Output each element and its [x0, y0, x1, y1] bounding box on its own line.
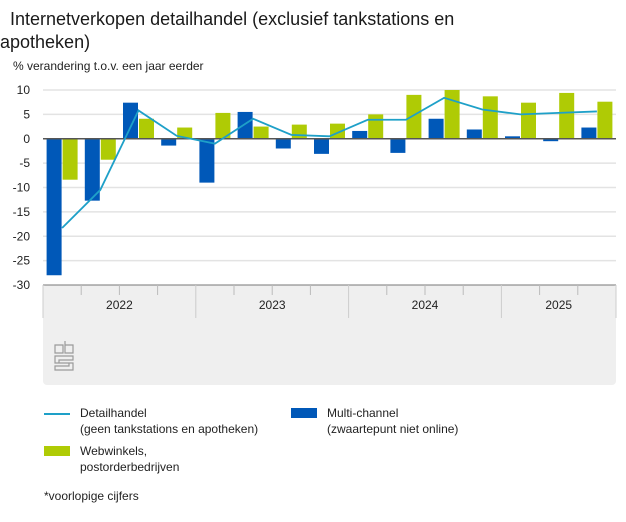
legend-sublabel: postorderbedrijven — [80, 460, 180, 474]
y-tick-label: -25 — [13, 254, 31, 268]
legend-sublabel: (zwaartepunt niet online) — [327, 422, 459, 436]
cbs-logo-icon — [54, 341, 74, 371]
legend-item-detailhandel[interactable]: Detailhandel (geen tankstations en apoth… — [44, 405, 258, 437]
chart-title: Internetverkopen detailhandel (exclusief… — [0, 9, 455, 52]
y-tick-label: -15 — [13, 205, 31, 219]
y-tick-label: 0 — [23, 132, 30, 146]
y-tick-label: -5 — [19, 156, 30, 170]
bar-webwinkels — [597, 101, 613, 139]
y-axis-label: % verandering t.o.v. een jaar eerder — [13, 59, 204, 73]
bar-webwinkels — [177, 127, 193, 139]
y-tick-label: -10 — [13, 181, 31, 195]
legend-item-multi-channel[interactable]: Multi-channel (zwaartepunt niet online) — [291, 405, 458, 437]
bar-multi-channel — [428, 118, 444, 139]
x-year-label: 2023 — [259, 298, 286, 312]
green-swatch-icon — [44, 446, 70, 456]
bar-multi-channel — [581, 127, 597, 139]
bar-webwinkels — [482, 96, 498, 139]
bar-multi-channel — [161, 138, 177, 146]
blue-swatch-icon — [291, 408, 317, 418]
y-tick-label: 10 — [17, 83, 31, 97]
bar-multi-channel — [314, 138, 329, 154]
bar-multi-channel — [505, 136, 520, 139]
bar-webwinkels — [139, 118, 154, 139]
bar-multi-channel — [123, 102, 138, 139]
gridlines — [43, 89, 616, 262]
line-series — [61, 96, 597, 229]
line-swatch-icon — [44, 413, 70, 415]
x-year-label: 2024 — [412, 298, 439, 312]
chart-canvas: 2022 2023 2024 2025 10 5 0 -5 -10 -15 -20 -25 -30 — [13, 83, 617, 385]
legend-label: Webwinkels, — [80, 444, 148, 458]
y-tick-label: 5 — [23, 107, 30, 121]
y-axis-ticks: 10 5 0 -5 -10 -15 -20 -25 -30 — [13, 83, 31, 292]
bar-multi-channel — [46, 138, 62, 276]
bar-multi-channel — [543, 138, 559, 142]
bar-webwinkels — [521, 102, 536, 139]
footnote: *voorlopige cijfers — [44, 489, 139, 503]
x-axis: 2022 2023 2024 2025 — [42, 284, 617, 318]
bar-multi-channel — [466, 129, 482, 139]
bar-webwinkels — [253, 126, 269, 139]
bar-webwinkels — [406, 94, 422, 139]
legend-label: Multi-channel — [327, 406, 399, 420]
bar-multi-channel — [84, 138, 100, 201]
y-tick-label: -20 — [13, 229, 31, 243]
bar-webwinkels — [62, 138, 78, 180]
bar-multi-channel — [237, 111, 253, 139]
bar-webwinkels — [100, 138, 116, 160]
bar-multi-channel — [390, 138, 406, 153]
bar-multi-channel — [352, 130, 368, 139]
x-year-label: 2025 — [545, 298, 572, 312]
bar-webwinkels — [444, 90, 460, 139]
bar-multi-channel — [199, 138, 215, 183]
bars — [46, 90, 613, 276]
bar-webwinkels — [368, 114, 384, 139]
legend-label: Detailhandel — [80, 406, 147, 420]
bar-webwinkels — [291, 124, 307, 139]
x-year-label: 2022 — [106, 298, 133, 312]
bar-webwinkels — [559, 92, 575, 139]
legend-item-webwinkels[interactable]: Webwinkels, postorderbedrijven — [44, 443, 179, 475]
bar-webwinkels — [215, 112, 231, 139]
x-axis-panel — [43, 285, 616, 385]
y-tick-label: -30 — [13, 278, 31, 292]
legend-sublabel: (geen tankstations en apotheken) — [80, 422, 259, 436]
bar-multi-channel — [275, 138, 291, 149]
